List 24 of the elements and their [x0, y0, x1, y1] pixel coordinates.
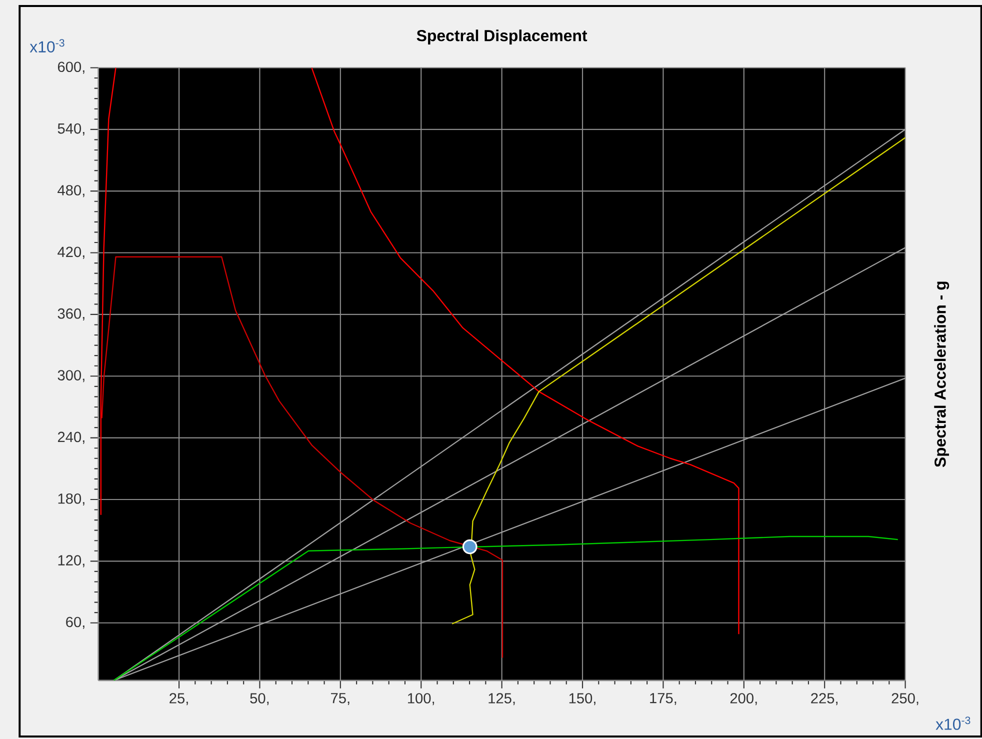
y-tick-label: 60, — [66, 616, 84, 629]
x-tick-label: 50, — [250, 693, 269, 706]
x-tick-label: 125, — [488, 693, 515, 706]
x-tick-label: 200, — [730, 693, 757, 706]
chart-title: Spectral Displacement — [416, 30, 588, 44]
x-tick-label: 150, — [569, 693, 596, 706]
y-tick-label: 120, — [58, 555, 84, 568]
text: x10$^{-3}$ — [936, 716, 970, 730]
x-tick-label: 25, — [170, 693, 188, 706]
y-tick-label: 420, — [58, 246, 84, 259]
x-tick-label: 225, — [811, 693, 838, 706]
y-tick-label: 600, — [58, 62, 84, 74]
x-tick-label: 250, — [892, 693, 918, 706]
text: x10$^{-3}$ — [30, 39, 64, 52]
y-tick-label: 240, — [58, 432, 84, 444]
y-tick-label: 540, — [58, 123, 84, 136]
x-tick-label: 75, — [331, 693, 350, 705]
y-tick-label: 480, — [58, 184, 84, 198]
y-tick-label: 300, — [58, 370, 84, 382]
x-tick-label: 100, — [408, 693, 434, 706]
y-tick-label: 180, — [58, 493, 84, 506]
x-tick-label: 175, — [650, 693, 676, 705]
y-tick-label: 360, — [58, 308, 84, 320]
y-axis-title: Spectral Acceleration - g — [934, 282, 950, 467]
